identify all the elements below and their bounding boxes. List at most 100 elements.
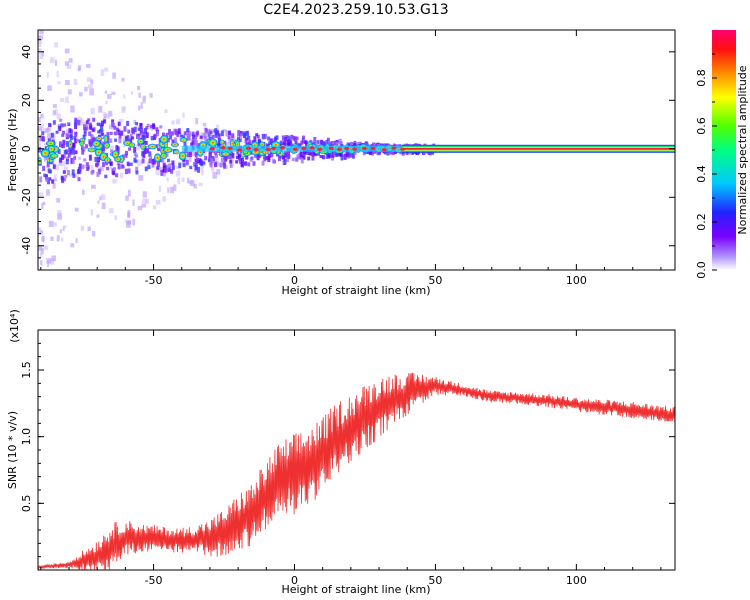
spectrogram-cell	[40, 148, 50, 158]
spectrogram-cell	[49, 57, 55, 64]
spectrogram-cell	[291, 157, 295, 162]
spectrogram-cell	[325, 153, 329, 159]
spectrogram-cell	[152, 124, 156, 130]
spectrogram-cell	[59, 118, 63, 122]
spectrogram-cell	[54, 109, 58, 115]
spectrogram-cell	[192, 134, 196, 140]
spectrogram-cell	[38, 245, 43, 251]
spectrogram-cell	[335, 153, 339, 157]
spectrogram-cell	[117, 121, 121, 127]
spectrogram-cell	[162, 168, 166, 173]
spectrogram-cell	[50, 153, 59, 159]
spectrogram-cell	[140, 127, 144, 133]
spectrogram-cell	[177, 128, 181, 135]
spectrogram-cell	[148, 151, 152, 157]
spectrogram-cell	[203, 132, 207, 139]
spectrogram-cell	[135, 170, 139, 175]
spectrogram-cell	[127, 212, 130, 219]
spectrogram-cell	[156, 166, 160, 170]
spectrogram-cell	[90, 107, 95, 115]
spectrogram-cell	[200, 164, 204, 169]
spectrogram-cell	[100, 69, 105, 76]
spectrogram-cell	[159, 125, 163, 129]
colorbar-tick-label: 0.8	[695, 69, 708, 87]
spectrogram-cell	[69, 134, 73, 141]
spectrogram-cell	[206, 129, 210, 135]
spectrogram-cell	[295, 157, 299, 162]
spectrogram-cell	[80, 225, 85, 231]
spectrogram-cell	[173, 145, 178, 149]
spectrogram-cell	[45, 177, 49, 182]
spectrogram-cell	[71, 169, 75, 176]
spectrogram-cell	[126, 161, 130, 167]
spectrogram-cell	[74, 117, 78, 122]
spectrogram-cell	[56, 113, 61, 120]
spectrogram-cell	[133, 152, 137, 157]
spectrogram-peak-cell	[265, 147, 271, 152]
spectrogram-cell	[228, 155, 232, 160]
spectrogram-cell	[107, 94, 112, 99]
spectrogram-cell	[125, 195, 129, 201]
spectrogram-cell	[129, 162, 133, 166]
spectrogram-cell	[46, 161, 50, 168]
spectrogram-cell	[133, 126, 137, 133]
spectrogram-peak-cell	[301, 146, 307, 150]
spectrogram-cell	[157, 161, 161, 168]
spectrogram-cell	[150, 127, 153, 131]
spectrogram-cell	[43, 156, 46, 162]
spectrogram-cell	[284, 135, 288, 139]
spectrogram-cell	[52, 182, 56, 189]
spectrogram-cell	[91, 230, 96, 237]
spectrogram-cell	[150, 125, 154, 129]
spectrogram-cell	[122, 138, 126, 143]
spectrogram-cell	[331, 151, 335, 158]
spectrogram-cell	[376, 151, 380, 156]
spectrogram-cell	[176, 131, 180, 137]
spectrogram-cell	[137, 159, 143, 166]
spectrogram-cell	[319, 139, 323, 145]
spectrogram-cell	[54, 59, 58, 67]
spectrogram-cell	[127, 189, 131, 197]
spectrogram-cell	[82, 146, 86, 152]
spectrogram-cell	[287, 135, 291, 141]
spectrogram-cell	[40, 113, 44, 119]
spectrogram-ticks: -50 0 50 100 -40 -20 0 20 40	[20, 30, 675, 287]
spectrogram-y-tick-label: 0	[20, 145, 33, 152]
spectrogram-cell	[120, 130, 124, 136]
spectrogram-cell	[97, 200, 100, 204]
snr-x-tick-label: -50	[145, 574, 163, 587]
spectrogram-cell	[110, 149, 114, 153]
colorbar-ticks: 0.0 0.2 0.4 0.6 0.8	[695, 53, 717, 279]
spectrogram-cell	[313, 137, 317, 143]
spectrogram-cell	[78, 139, 82, 143]
spectrogram-cell	[39, 253, 43, 258]
spectrogram-cell	[135, 166, 139, 173]
spectrogram-cell	[239, 157, 243, 164]
spectrogram-cell	[191, 131, 195, 136]
spectrogram-cell	[171, 139, 175, 143]
spectrogram-cell	[156, 131, 160, 137]
spectrogram-cell	[56, 235, 60, 242]
spectrogram-cell	[88, 154, 92, 161]
spectrogram-cell	[38, 140, 41, 144]
spectrogram-cell	[68, 173, 72, 177]
spectrogram-cell	[165, 132, 169, 138]
spectrogram-cell	[304, 149, 308, 155]
spectrogram-cell	[165, 164, 169, 170]
spectrogram-cell	[326, 137, 330, 142]
snr-y-tick-label: 1.5	[20, 361, 33, 379]
spectrogram-cell	[132, 218, 136, 226]
spectrogram-cell	[103, 111, 106, 117]
spectrogram-cell	[79, 138, 86, 143]
spectrogram-cell	[235, 160, 239, 164]
spectrogram-cell	[283, 158, 287, 165]
chart-title: C2E4.2023.259.10.53.G13	[263, 2, 448, 18]
spectrogram-cell	[194, 164, 198, 171]
spectrogram-cell	[162, 196, 167, 202]
spectrogram-cell	[60, 154, 64, 161]
spectrogram-cell	[62, 154, 66, 159]
spectrogram-cell	[100, 128, 104, 135]
spectrogram-cell	[138, 92, 141, 98]
spectrogram-panel: -50 0 50 100 -40 -20 0 20 40 Height of straight …	[6, 29, 676, 297]
spectrogram-cell	[39, 124, 45, 131]
